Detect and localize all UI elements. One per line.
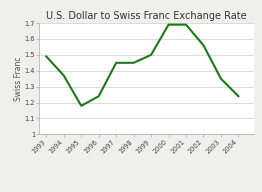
Y-axis label: Swiss Franc: Swiss Franc: [14, 56, 23, 101]
Title: U.S. Dollar to Swiss Franc Exchange Rate: U.S. Dollar to Swiss Franc Exchange Rate: [46, 11, 247, 21]
